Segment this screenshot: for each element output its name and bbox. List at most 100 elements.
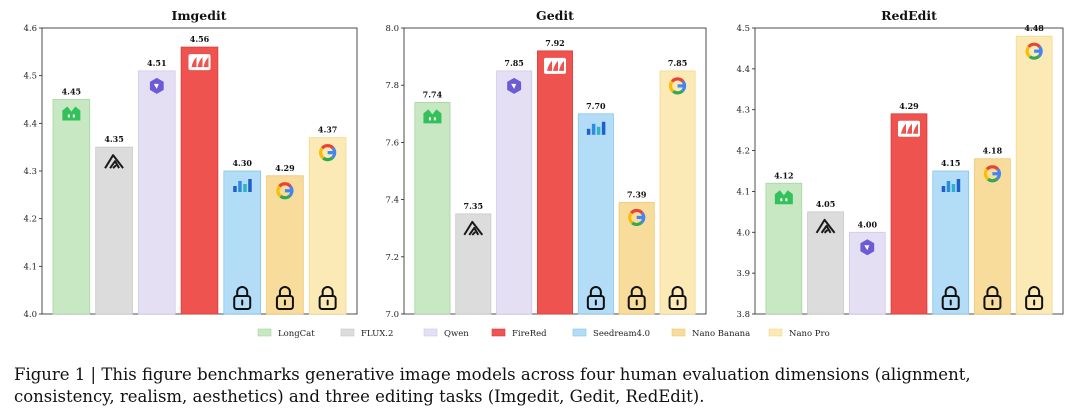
y-tick-label: 4.4 (736, 65, 750, 75)
y-tick-label: 8.0 (385, 24, 399, 34)
y-tick-label: 3.8 (736, 310, 750, 320)
google-icon (668, 77, 687, 95)
y-tick-label: 3.9 (736, 269, 750, 279)
legend-swatch-qwen (423, 328, 438, 337)
bar-value-label: 7.92 (545, 38, 564, 48)
flux-icon (815, 218, 836, 234)
bar-nano-banana (974, 158, 1011, 315)
seedream-icon (586, 121, 606, 135)
bar-value-label: 4.12 (774, 170, 793, 180)
bar-value-label: 4.48 (1024, 23, 1044, 33)
chart-title: Gedit (536, 8, 574, 23)
lock-icon (983, 286, 1002, 310)
bar-longcat (52, 99, 91, 315)
legend-label-longcat: LongCat (278, 329, 315, 339)
y-tick-label: 4.1 (23, 262, 37, 272)
legend-label-seedream: Seedream4.0 (593, 329, 650, 339)
google-icon (276, 182, 294, 200)
legend-label-qwen: Qwen (444, 329, 469, 339)
bar-value-label: 4.37 (318, 125, 337, 135)
legend: LongCat FLUX.2 Qwen FireRed Seedream4.0 Nano … (257, 328, 830, 339)
y-tick-label: 4.0 (23, 310, 37, 320)
chart-panel-rededit: RedEdit 3.8 3.9 4.0 4.1 4.2 4.3 4.4 4.5 4.12 4.05 4… (736, 8, 1064, 320)
bar-value-label: 4.35 (104, 134, 123, 144)
y-tick-label: 4.3 (23, 167, 37, 177)
bar-nano-banana (618, 202, 655, 315)
lock-icon (668, 286, 687, 310)
bar-value-label: 4.30 (232, 158, 252, 168)
bar-firered (890, 113, 928, 315)
bar-nano-pro (659, 70, 696, 315)
flux-icon (463, 220, 484, 236)
lock-icon (627, 286, 646, 310)
bar-qwen (496, 70, 533, 315)
legend-label-nanobanana: Nano Banana (692, 329, 750, 339)
google-icon (319, 144, 337, 162)
y-tick-label: 4.6 (23, 24, 37, 34)
bar-value-label: 4.15 (941, 158, 960, 168)
legend-swatch-seedream (572, 328, 587, 337)
bar-nano-pro (1015, 35, 1053, 315)
bar-value-label: 4.45 (62, 87, 81, 97)
legend-swatch-flux2 (340, 328, 355, 337)
legend-swatch-nanobanana (671, 328, 686, 337)
bar-value-label: 4.00 (858, 219, 878, 229)
lock-icon (233, 286, 252, 310)
lock-icon (941, 286, 960, 310)
y-tick-label: 4.0 (736, 228, 750, 238)
seedream-icon (941, 179, 961, 192)
legend-swatch-longcat (257, 328, 272, 337)
lock-icon (275, 286, 294, 310)
google-icon (628, 208, 646, 227)
flux-icon (104, 154, 124, 169)
bar-value-label: 7.85 (668, 58, 687, 68)
bar-nano-pro (308, 137, 347, 315)
legend-swatch-nanopro (768, 328, 783, 337)
bar-value-label: 4.18 (983, 146, 1003, 156)
legend-label-firered: FireRed (512, 329, 547, 339)
y-tick-label: 7.4 (385, 196, 399, 206)
y-tick-label: 4.5 (23, 72, 37, 82)
bar-value-label: 4.56 (190, 34, 210, 44)
figure-caption: Figure 1 | This figure benchmarks genera… (14, 365, 971, 406)
chart-title: Imgedit (171, 8, 226, 23)
y-tick-label: 4.3 (736, 106, 750, 116)
bar-flux-2 (95, 146, 133, 315)
bar-longcat (765, 182, 803, 315)
legend-label-flux2: FLUX.2 (361, 329, 393, 339)
y-tick-label: 7.0 (385, 310, 399, 320)
longcat-icon (774, 190, 793, 205)
lock-icon (1025, 286, 1044, 310)
bar-value-label: 7.35 (464, 201, 483, 211)
legend-swatch-firered (491, 328, 506, 337)
bar-qwen (138, 70, 176, 315)
legend-label-nanopro: Nano Pro (789, 329, 830, 339)
y-tick-label: 4.5 (736, 24, 750, 34)
bar-value-label: 7.39 (627, 189, 647, 199)
lock-icon (586, 286, 605, 310)
y-tick-label: 4.2 (736, 147, 750, 157)
bar-seedream4-0 (223, 170, 261, 315)
longcat-icon (62, 106, 81, 121)
bar-value-label: 4.51 (147, 58, 166, 68)
chart-panel-gedit: Gedit 7.0 7.2 7.4 7.6 7.8 8.0 7.74 7.35 7.85 7.92 7… (385, 8, 707, 320)
bar-firered (537, 50, 573, 315)
bar-longcat (414, 101, 451, 315)
y-tick-label: 7.8 (385, 81, 399, 91)
bar-value-label: 4.29 (275, 163, 295, 173)
google-icon (983, 165, 1001, 183)
bar-firered (180, 46, 219, 315)
y-tick-label: 7.2 (385, 253, 399, 263)
y-tick-label: 7.6 (385, 138, 399, 148)
bar-nano-banana (266, 175, 304, 315)
bar-value-label: 7.74 (423, 89, 443, 99)
bar-value-label: 7.85 (504, 58, 523, 68)
chart-panel-imgedit: Imgedit 4.0 4.1 4.2 4.3 4.4 4.5 4.6 4.45 4.35 4.51… (23, 8, 358, 320)
bar-value-label: 4.05 (816, 199, 835, 209)
lock-icon (318, 286, 337, 310)
google-icon (1025, 42, 1043, 60)
longcat-icon (423, 109, 442, 124)
y-tick-label: 4.4 (23, 119, 37, 129)
y-tick-label: 4.1 (736, 187, 750, 197)
